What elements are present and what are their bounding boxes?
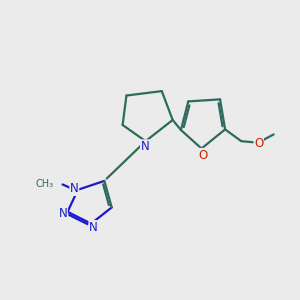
Text: O: O bbox=[254, 137, 263, 150]
Text: CH₃: CH₃ bbox=[36, 178, 54, 189]
Text: N: N bbox=[89, 220, 98, 234]
Text: N: N bbox=[58, 207, 67, 220]
Text: N: N bbox=[70, 182, 79, 195]
Text: N: N bbox=[141, 140, 149, 153]
Text: O: O bbox=[198, 148, 208, 161]
